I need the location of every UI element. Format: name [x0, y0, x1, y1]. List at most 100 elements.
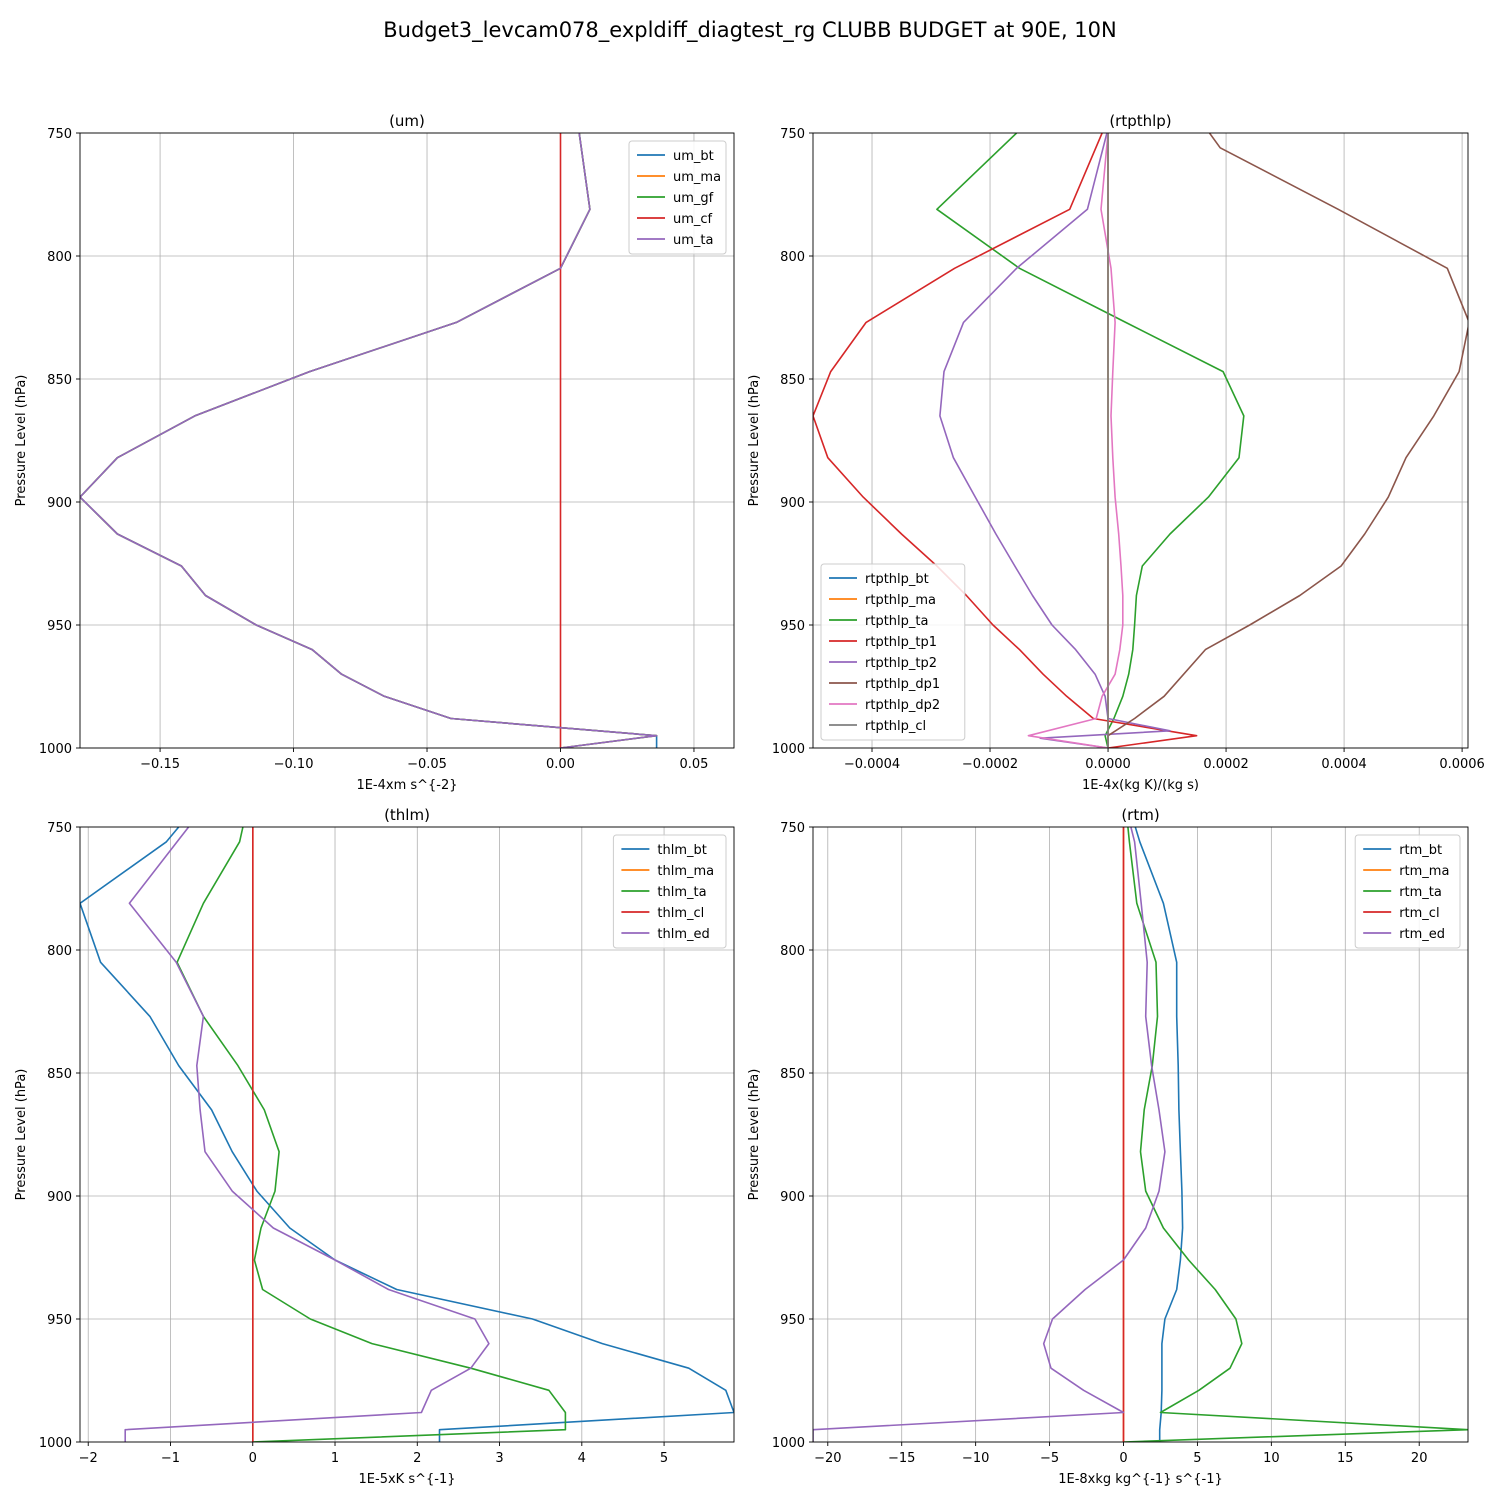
legend-label: thlm_ta [657, 885, 706, 900]
legend-label: um_ma [673, 170, 721, 185]
x-tick-label: 0.0000 [1085, 757, 1131, 772]
panel-rtpthlp: −0.0004 −0.0002 0.0000 0.0002 0.0004 0.0006 75… [747, 112, 1485, 793]
series-line-rtm_ed [813, 827, 1166, 1442]
y-axis-label: Pressure Level (hPa) [14, 375, 29, 507]
x-tick-label: 1 [331, 1451, 339, 1466]
y-tick-label: 850 [780, 1067, 805, 1082]
series-line-thlm_bt [80, 827, 734, 1442]
legend: um_bt um_ma um_gf um_cf um_ta [628, 140, 727, 255]
panel-um: −0.15 −0.10 −0.05 0.00 0.05 750 800 850 900 950 10… [14, 112, 735, 793]
legend-label: rtm_ed [1399, 927, 1445, 942]
x-tick-label: 0.0004 [1321, 757, 1367, 772]
x-tick-label: 0.05 [679, 757, 708, 772]
y-tick-label: 750 [47, 821, 72, 836]
x-tick-label: −2 [79, 1451, 98, 1466]
legend-box [1354, 834, 1461, 949]
legend-label: um_gf [673, 191, 714, 206]
legend: thlm_bt thlm_ma thlm_ta thlm_cl thlm_ed [612, 834, 727, 949]
legend-label: rtpthlp_cl [865, 719, 926, 734]
axes-frame [79, 132, 735, 749]
y-tick-label: 850 [780, 373, 805, 388]
x-tick-label: 20 [1411, 1451, 1428, 1466]
legend-label: rtm_cl [1399, 906, 1439, 921]
y-tick-label: 850 [47, 1067, 72, 1082]
legend-label: rtpthlp_dp1 [865, 677, 940, 692]
legend-box [612, 834, 727, 949]
axes-frame [79, 826, 735, 1443]
legend-label: rtpthlp_ta [865, 614, 928, 629]
figure-title: Budget3_levcam078_expldiff_diagtest_rg C… [383, 18, 1116, 43]
y-axis-label: Pressure Level (hPa) [747, 1069, 762, 1201]
y-tick-label: 900 [780, 496, 805, 511]
y-tick-label: 1000 [772, 742, 805, 757]
legend-label: rtpthlp_tp2 [865, 656, 937, 671]
legend-box [628, 140, 727, 255]
series-line-rtpthlp_dp1 [1107, 133, 1468, 748]
x-tick-label: −0.05 [407, 757, 447, 772]
panel-title: (thlm) [384, 806, 430, 824]
x-tick-label: 3 [495, 1451, 503, 1466]
legend-label: rtpthlp_dp2 [865, 698, 940, 713]
legend-label: thlm_ed [657, 927, 709, 942]
y-tick-label: 750 [780, 821, 805, 836]
legend-box [820, 563, 966, 741]
y-tick-label: 750 [780, 127, 805, 142]
series-line-thlm_ed [124, 827, 490, 1442]
x-tick-label: 4 [578, 1451, 586, 1466]
panel-title: (rtpthlp) [1109, 112, 1171, 130]
x-axis-label: 1E-5xK s^{-1} [359, 1472, 456, 1487]
y-tick-label: 1000 [39, 1436, 72, 1451]
panel-title: (um) [389, 112, 425, 130]
y-tick-label: 850 [47, 373, 72, 388]
legend-label: rtm_bt [1399, 843, 1442, 858]
x-axis-label: 1E-8xkg kg^{-1} s^{-1} [1058, 1472, 1223, 1487]
series-line-um_ta [80, 133, 658, 748]
y-axis-label: Pressure Level (hPa) [747, 375, 762, 507]
x-tick-label: 0 [249, 1451, 257, 1466]
y-tick-label: 900 [47, 496, 72, 511]
x-tick-label: −10 [962, 1451, 989, 1466]
legend-label: rtm_ma [1399, 864, 1449, 879]
series-group [813, 133, 1468, 748]
x-tick-label: 15 [1337, 1451, 1354, 1466]
y-tick-label: 1000 [39, 742, 72, 757]
x-tick-label: 5 [660, 1451, 668, 1466]
series-line-thlm_ta [176, 827, 567, 1442]
series-line-rtm_bt [1134, 827, 1184, 1442]
y-tick-label: 800 [47, 944, 72, 959]
series-group [813, 827, 1468, 1442]
x-tick-label: −0.0004 [844, 757, 900, 772]
panel-title: (rtm) [1121, 806, 1159, 824]
panels: −0.15 −0.10 −0.05 0.00 0.0575080085090095010… [14, 112, 1485, 1487]
series-group [80, 133, 658, 748]
legend-label: thlm_cl [657, 906, 704, 921]
series-line-rtpthlp_dp2 [1027, 133, 1124, 748]
legend: rtpthlp_bt rtpthlp_ma rtpthlp_ta rtpthlp_tp… [820, 563, 966, 741]
x-tick-label: −15 [888, 1451, 915, 1466]
x-axis-label: 1E-4xm s^{-2} [356, 778, 457, 793]
legend-label: thlm_ma [657, 864, 714, 879]
legend-label: rtm_ta [1399, 885, 1442, 900]
x-tick-label: −0.10 [274, 757, 314, 772]
y-tick-label: 950 [780, 619, 805, 634]
x-tick-label: −5 [1040, 1451, 1059, 1466]
y-tick-label: 900 [780, 1190, 805, 1205]
x-tick-label: 10 [1263, 1451, 1280, 1466]
panel-rtm: −20 −15 −10 −5 0 5 10 15 20 750 800 850 900 950 1000 (r… [747, 806, 1469, 1487]
y-tick-label: 950 [47, 1313, 72, 1328]
x-tick-label: −0.15 [140, 757, 180, 772]
x-tick-label: 0.0002 [1203, 757, 1249, 772]
y-tick-label: 750 [47, 127, 72, 142]
legend-label: rtpthlp_tp1 [865, 635, 937, 650]
y-tick-label: 900 [47, 1190, 72, 1205]
legend-label: um_bt [673, 149, 714, 164]
x-tick-label: −1 [161, 1451, 180, 1466]
x-tick-label: 0.00 [546, 757, 575, 772]
legend-label: rtpthlp_ma [865, 593, 936, 608]
y-tick-label: 800 [780, 944, 805, 959]
y-tick-label: 1000 [772, 1436, 805, 1451]
y-axis-label: Pressure Level (hPa) [14, 1069, 29, 1201]
panel-thlm: −2 −1 0 1 2 3 4 5 750 800 850 900 950 1000 (thlm) 1E-5x… [14, 806, 735, 1487]
x-axis-label: 1E-4x(kg K)/(kg s) [1082, 778, 1199, 793]
